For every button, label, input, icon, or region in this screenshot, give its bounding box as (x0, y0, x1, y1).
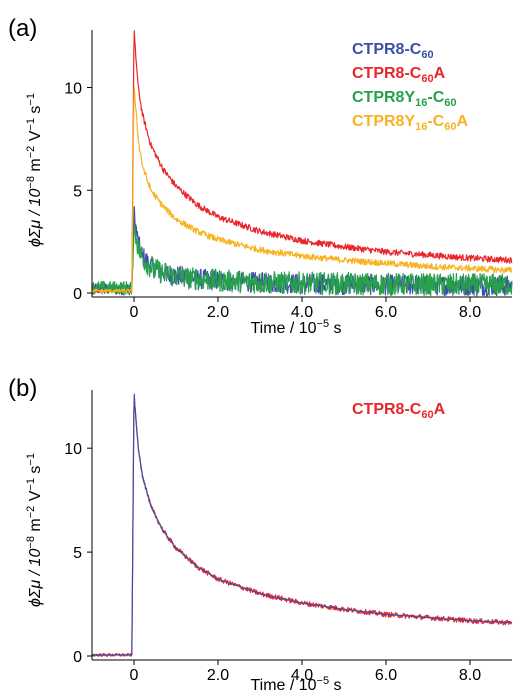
series-line-ctpr8y16-c60 (91, 225, 513, 297)
y-tick-label: 10 (64, 81, 82, 98)
y-ticks-b: 0 5 10 (64, 441, 92, 666)
y-axis-title-b: ϕΣμ / 10−8 m−2 V−1 s−1 (25, 453, 44, 607)
x-tick-label: 4.0 (291, 304, 313, 321)
legend-entry: CTPR8Y16-C60 (352, 89, 457, 109)
panel-label-b: (b) (8, 375, 37, 402)
y-tick-label: 0 (73, 286, 82, 303)
x-tick-label: 0 (130, 304, 139, 321)
y-tick-label: 10 (64, 441, 82, 458)
series-line-ctpr8-c60a (91, 395, 513, 658)
legend-b: CTPR8-C60A (352, 401, 446, 421)
x-tick-label: 8.0 (459, 304, 481, 321)
legend-entry: CTPR8-C60A (352, 65, 446, 85)
y-tick-label: 5 (73, 183, 82, 200)
y-ticks-a: 0 5 10 (64, 81, 92, 303)
plot-area-a (91, 30, 513, 297)
x-tick-label: 0 (130, 667, 139, 684)
series-line-ctpr8y16-c60a (91, 86, 513, 294)
x-axis-title-a: Time / 10−5 s (250, 318, 341, 337)
y-tick-label: 0 (73, 649, 82, 666)
series-line-ctpr8-c60a (91, 30, 513, 294)
x-axis-title-b: Time / 10−5 s (250, 675, 341, 693)
plot-area-b (91, 393, 513, 658)
legend-entry: CTPR8-C60 (352, 41, 434, 61)
legend-a: CTPR8-C60 CTPR8-C60A CTPR8Y16-C60 CTPR8Y16-… (352, 41, 469, 133)
x-tick-label: 2.0 (207, 667, 229, 684)
x-tick-label: 8.0 (459, 667, 481, 684)
y-axis-title-a: ϕΣμ / 10−8 m−2 V−1 s−1 (25, 93, 44, 247)
panel-a: (a) 0 5 10 0 2.0 4.0 6.0 8.0 Time / 10−5 s ϕΣμ… (8, 15, 513, 337)
x-ticks-b: 0 2.0 4.0 6.0 8.0 (130, 660, 481, 684)
panel-b: (b) 0 5 10 0 2.0 4.0 6.0 8.0 Time / 10−5 s ϕΣμ… (8, 375, 513, 693)
legend-entry: CTPR8-C60A (352, 401, 446, 421)
panel-label-a: (a) (8, 15, 37, 42)
x-tick-label: 6.0 (375, 304, 397, 321)
y-tick-label: 5 (73, 545, 82, 562)
legend-entry: CTPR8Y16-C60A (352, 113, 469, 133)
x-ticks-a: 0 2.0 4.0 6.0 8.0 (130, 297, 481, 321)
series-line-fit (91, 393, 512, 656)
x-tick-label: 4.0 (291, 667, 313, 684)
x-tick-label: 2.0 (207, 304, 229, 321)
x-tick-label: 6.0 (375, 667, 397, 684)
